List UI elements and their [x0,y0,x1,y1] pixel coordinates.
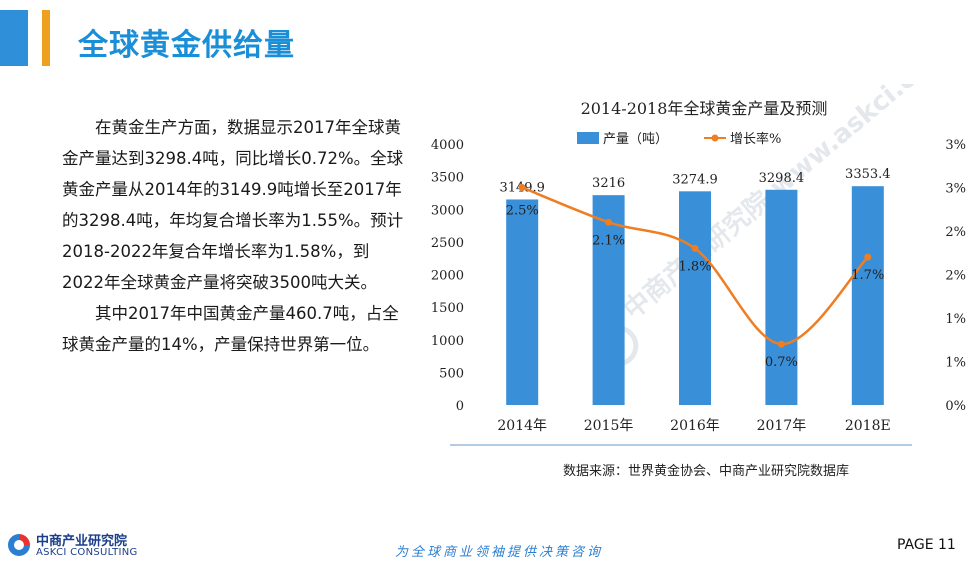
askci-logo-icon [8,534,30,556]
source-note: 数据来源：世界黄金协会、中商产业研究院数据库 [563,464,850,479]
y-left-tick-label: 2000 [431,269,464,284]
bar-data-label: 3274.9 [672,172,718,187]
y-left-tick-label: 500 [439,366,464,381]
y-left-tick-label: 3000 [431,203,464,218]
accent-bar-orange [42,10,50,66]
paragraph-2: 其中2017年中国黄金产量460.7吨，占全球黄金产量的14%，产量保持世界第一… [62,304,399,354]
growth-rate-point [691,244,699,252]
gold-production-chart: 中商产业研究院 www.askci.com/reports/ 2014-2018… [431,84,976,446]
accent-bar-blue [0,10,28,66]
y-left-tick-label: 2500 [431,236,464,251]
line-data-label: 2.1% [592,233,625,248]
y-left-tick-label: 4000 [431,138,464,153]
y-left-tick-label: 0 [456,399,464,414]
page-title: 全球黄金供给量 [78,28,295,63]
bar [679,191,711,405]
y-right-tick-label: 3% [945,138,966,153]
line-data-label: 1.7% [851,268,884,283]
line-data-label: 2.5% [506,204,539,219]
legend-label-bar: 产量（吨） [603,132,668,147]
x-tick-label: 2018E [845,418,891,434]
growth-rate-point [864,253,872,261]
line-data-label: 1.8% [678,259,711,274]
bar [851,186,884,405]
growth-rate-point [777,340,785,348]
growth-rate-point [605,218,613,226]
logo-text-cn: 中商产业研究院 [36,534,128,549]
growth-rate-point [518,184,526,191]
paragraph-1: 在黄金生产方面，数据显示2017年全球黄金产量达到3298.4吨，同比增长0.7… [62,118,404,292]
chart-title: 2014-2018年全球黄金产量及预测 [581,99,828,118]
logo-text-en: ASKCI CONSULTING [36,547,138,558]
legend-swatch-bar [577,132,599,144]
x-tick-label: 2016年 [670,418,720,434]
y-right-tick-label: 0% [945,399,966,414]
page-number: PAGE 11 [897,537,956,553]
bar-data-label: 3298.4 [759,171,805,186]
legend-marker-line [711,134,719,142]
bar [765,189,798,405]
company-logo: 中商产业研究院 ASKCI CONSULTING [6,528,156,562]
y-right-tick-label: 1% [945,312,966,327]
line-data-label: 0.7% [765,355,798,370]
y-right-tick-label: 2% [945,269,966,284]
y-right-tick-label: 3% [945,182,966,197]
y-left-tick-label: 3500 [431,171,464,186]
bar-data-label: 3353.4 [845,167,891,182]
growth-rate-line [521,186,869,346]
y-left-tick-label: 1500 [431,301,464,316]
footer-slogan: 为全球商业领袖提供决策咨询 [395,545,604,560]
legend-label-line: 增长率% [730,131,781,147]
x-tick-label: 2014年 [497,418,547,434]
y-left-tick-label: 1000 [431,334,464,349]
bar [506,199,539,405]
y-right-tick-label: 1% [945,356,966,371]
x-tick-label: 2017年 [757,418,807,434]
x-tick-label: 2015年 [584,418,634,434]
y-right-tick-label: 2% [945,225,966,240]
body-text: 在黄金生产方面，数据显示2017年全球黄金产量达到3298.4吨，同比增长0.7… [62,112,407,360]
bar-data-label: 3216 [592,176,625,191]
bar [592,195,625,405]
